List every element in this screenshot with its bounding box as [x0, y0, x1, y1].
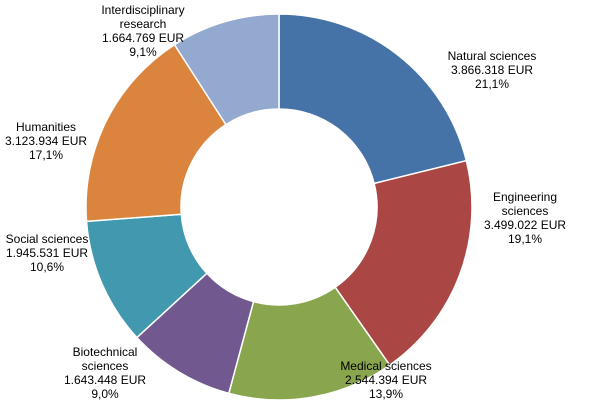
slice-label-line: Medical sciences — [340, 359, 431, 373]
slice-label-line: sciences — [82, 359, 129, 373]
slice-label-line: 3.866.318 EUR — [451, 63, 533, 77]
slice-label-humanities: Humanities 3.123.934 EUR 17,1% — [5, 120, 87, 162]
slice-label-line: Engineering — [493, 190, 557, 204]
labels-group: Natural sciences 3.866.318 EUR 21,1% Engine… — [5, 3, 566, 401]
slice-label-social-sciences: Social sciences 1.945.531 EUR 10,6% — [6, 232, 89, 274]
slice-label-line: 1.945.531 EUR — [6, 246, 88, 260]
slice-label-line: 3.499.022 EUR — [484, 218, 566, 232]
slice-label-engineering-sciences: Engineering sciences 3.499.022 EUR 19,1% — [484, 190, 566, 246]
slices-group — [85, 13, 473, 401]
slice-label-line: Humanities — [16, 120, 76, 134]
slice-label-line: 17,1% — [29, 148, 63, 162]
slice-label-line: 13,9% — [369, 387, 403, 401]
slice-label-line: 9,0% — [91, 387, 119, 401]
slice-label-line: 3.123.934 EUR — [5, 134, 87, 148]
slice-label-biotechnical-sciences: Biotechnical sciences 1.643.448 EUR 9,0% — [64, 345, 146, 401]
slice-label-line: Natural sciences — [448, 49, 537, 63]
slice-label-line: Biotechnical — [73, 345, 138, 359]
slice-label-line: 9,1% — [129, 45, 157, 59]
slice-label-line: 1.664.769 EUR — [102, 31, 184, 45]
slice-natural-sciences — [278, 13, 468, 185]
slice-label-line: 10,6% — [30, 260, 64, 274]
slice-engineering-sciences — [334, 159, 473, 367]
slice-label-line: research — [120, 17, 167, 31]
slice-label-natural-sciences: Natural sciences 3.866.318 EUR 21,1% — [448, 49, 537, 91]
slice-label-line: Social sciences — [6, 232, 89, 246]
slice-label-medical-sciences: Medical sciences 2.544.394 EUR 13,9% — [340, 359, 431, 401]
slice-label-line: 1.643.448 EUR — [64, 373, 146, 387]
slice-humanities — [85, 43, 227, 223]
slice-interdisciplinary-research — [173, 13, 280, 126]
slice-label-line: Interdisciplinary — [101, 3, 184, 17]
slice-label-line: 19,1% — [508, 232, 542, 246]
slice-label-interdisciplinary-research: Interdisciplinary research 1.664.769 EUR 9,… — [101, 3, 184, 59]
slice-label-line: 21,1% — [475, 77, 509, 91]
slice-label-line: sciences — [502, 204, 549, 218]
slice-label-line: 2.544.394 EUR — [345, 373, 427, 387]
